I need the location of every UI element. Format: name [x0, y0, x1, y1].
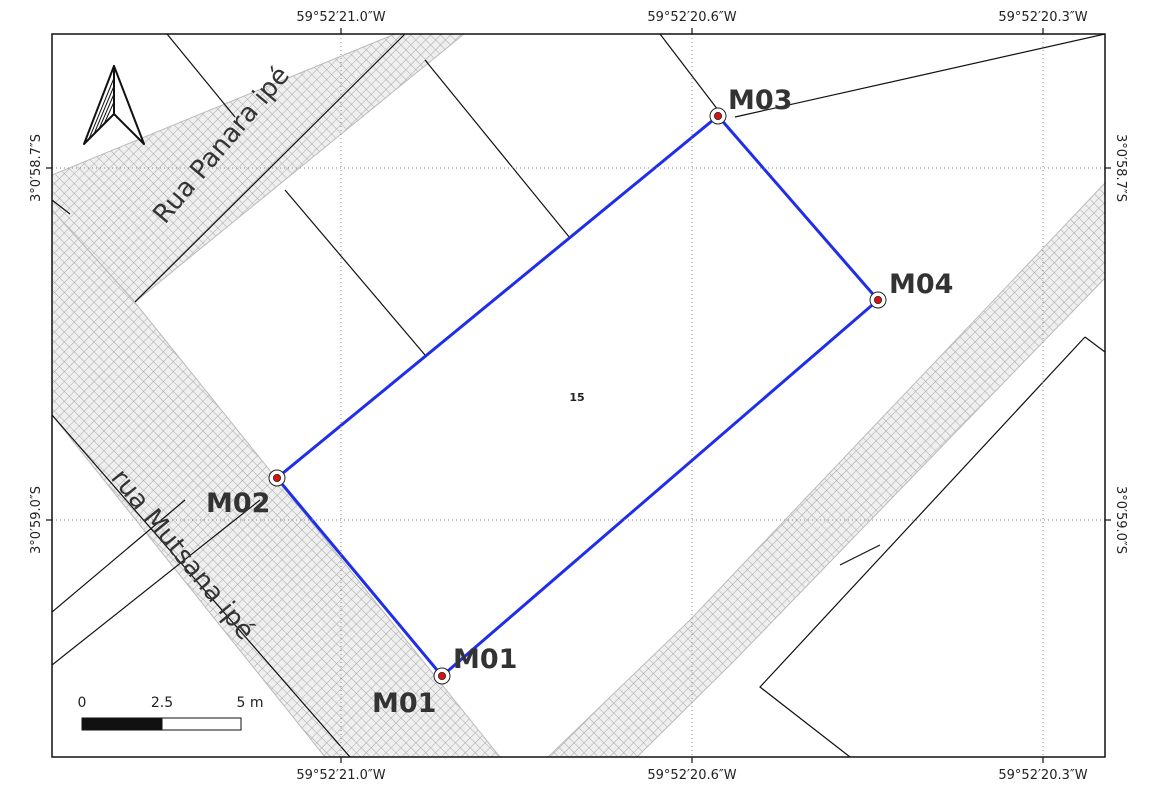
grid-label-left-1: 3°0′58.7″S	[29, 134, 44, 202]
north-arrow-icon	[83, 65, 145, 145]
map-frame	[51, 33, 1106, 758]
scale-label-0: 0	[78, 695, 87, 711]
grid-label-bottom-3: 59°52′20.3″W	[998, 768, 1087, 783]
lot-number-label: 15	[569, 391, 584, 404]
grid-label-top-1: 59°52′21.0″W	[296, 10, 385, 25]
marker-m03[interactable]	[709, 107, 727, 125]
marker-label-m01-duplicate: M01	[372, 688, 436, 719]
scale-bar: 0 2.5 5 m	[78, 695, 264, 731]
marker-m04[interactable]	[869, 291, 887, 309]
street-area-east	[547, 182, 1105, 757]
grid-label-right-2: 3°0′59.0″S	[1113, 486, 1128, 554]
marker-label-m02: M02	[206, 488, 270, 519]
scale-label-5m: 5 m	[237, 695, 264, 711]
marker-m01[interactable]	[433, 667, 451, 685]
street-area-rua-panara	[52, 34, 465, 303]
marker-label-m01: M01	[453, 644, 517, 675]
grid-label-top-2: 59°52′20.6″W	[647, 10, 736, 25]
graticule	[52, 34, 1105, 757]
marker-label-m04: M04	[889, 269, 953, 300]
grid-label-top-3: 59°52′20.3″W	[998, 10, 1087, 25]
marker-label-m03: M03	[728, 85, 792, 116]
grid-label-right-1: 3°0′58.7″S	[1113, 134, 1128, 202]
scale-label-2-5: 2.5	[151, 695, 173, 711]
grid-label-left-2: 3°0′59.0″S	[29, 486, 44, 554]
grid-label-bottom-2: 59°52′20.6″W	[647, 768, 736, 783]
marker-m02[interactable]	[268, 469, 286, 487]
grid-label-bottom-1: 59°52′21.0″W	[296, 768, 385, 783]
parcel-lines	[52, 34, 1105, 757]
frame-ticks	[46, 28, 1111, 763]
